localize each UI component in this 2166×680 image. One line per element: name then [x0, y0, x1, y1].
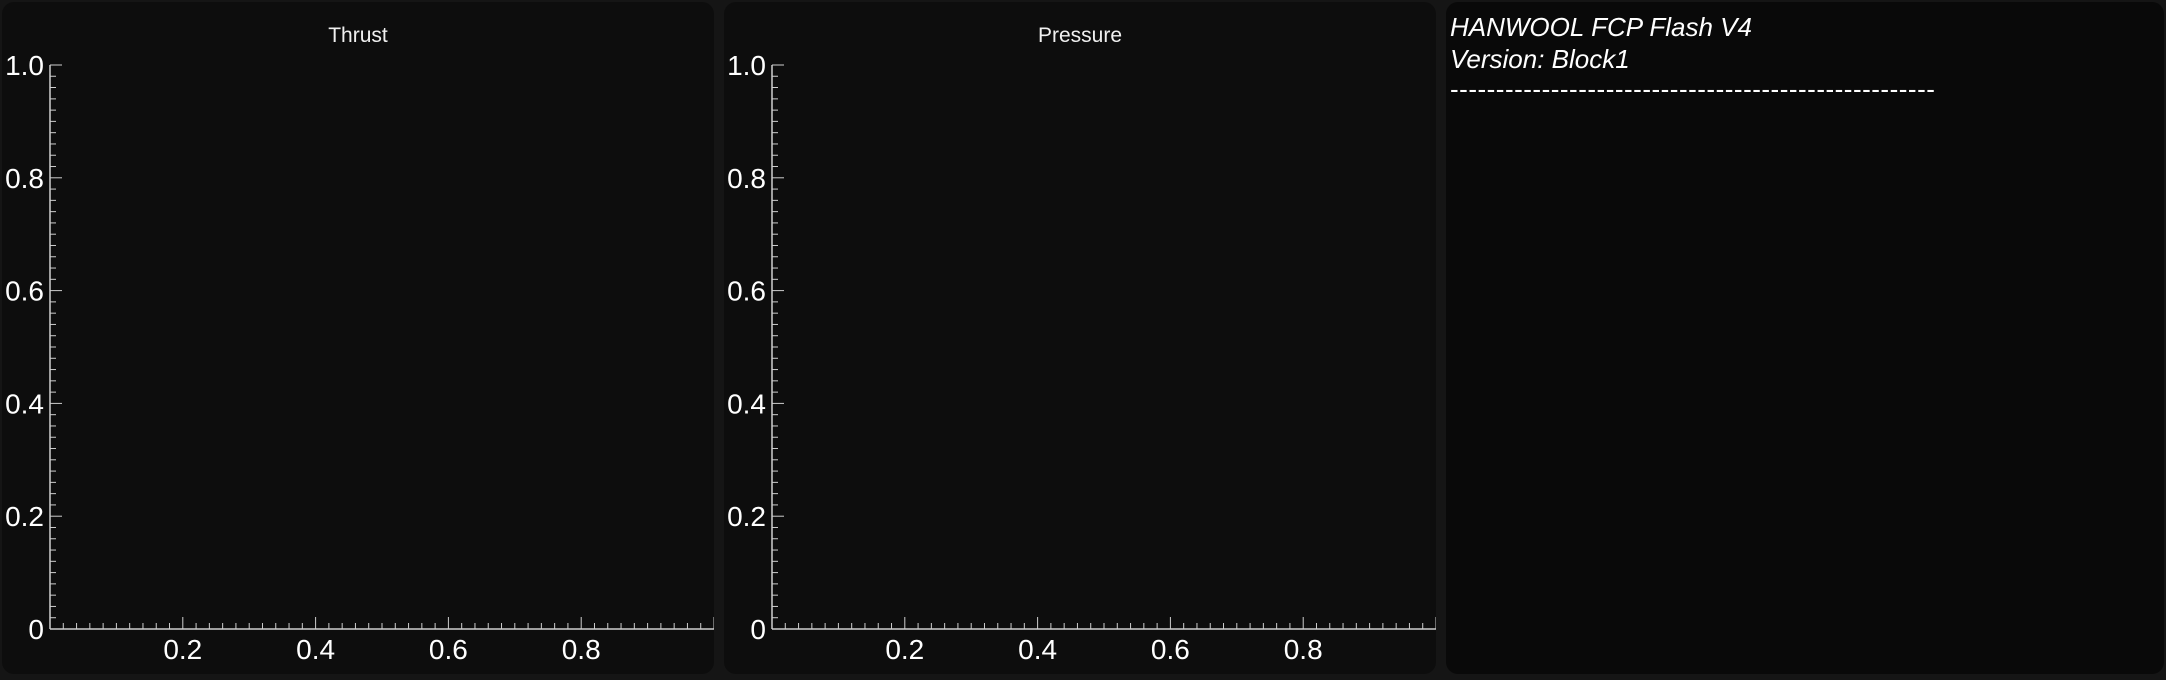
pressure-chart-title: Pressure	[1037, 24, 1123, 47]
x-tick-label: 0.4	[1018, 634, 1057, 665]
x-tick-label: 0.4	[296, 634, 335, 665]
y-tick-label: 1.0	[5, 50, 44, 81]
x-tick-label: 0.2	[885, 634, 924, 665]
x-tick-label: 0.6	[429, 634, 468, 665]
thrust-chart[interactable]: 0 0.2 0.4 0.6 0.8 1.0 0.2 0.4 0.6 0.8	[2, 2, 714, 674]
pressure-chart-panel: Pressure 0 0.2 0.4 0.6 0.8 1.0 0.2 0.4 0.6 0.8	[724, 2, 1436, 674]
thrust-chart-title: Thrust	[328, 24, 388, 47]
x-tick-label: 0.2	[163, 634, 202, 665]
y-tick-label: 0.8	[727, 163, 766, 194]
y-tick-label: 0.4	[727, 388, 766, 419]
x-tick-label: 0.8	[1284, 634, 1323, 665]
y-tick-label: 0.6	[727, 276, 766, 307]
y-tick-label: 0.6	[5, 276, 44, 307]
y-tick-label: 0.2	[5, 501, 44, 532]
pressure-chart[interactable]: 0 0.2 0.4 0.6 0.8 1.0 0.2 0.4 0.6 0.8	[724, 2, 1436, 674]
console-line: HANWOOL FCP Flash V4	[1450, 12, 1752, 42]
y-tick-label: 0	[750, 614, 766, 645]
y-tick-label: 1.0	[727, 50, 766, 81]
thrust-chart-panel: Thrust 0 0.2 0.4 0.6 0.8 1.0 0.2 0.4 0.6 0.8	[2, 2, 714, 674]
x-tick-label: 0.8	[562, 634, 601, 665]
console-separator-line: ----------------------------------------…	[1450, 74, 1936, 104]
y-tick-label: 0	[28, 614, 44, 645]
y-tick-label: 0.8	[5, 163, 44, 194]
console-line: Version: Block1	[1450, 44, 1630, 74]
y-tick-label: 0.2	[727, 501, 766, 532]
console-output-panel[interactable]: HANWOOL FCP Flash V4 Version: Block1 ---…	[1446, 2, 2164, 674]
x-tick-label: 0.6	[1151, 634, 1190, 665]
y-tick-label: 0.4	[5, 388, 44, 419]
